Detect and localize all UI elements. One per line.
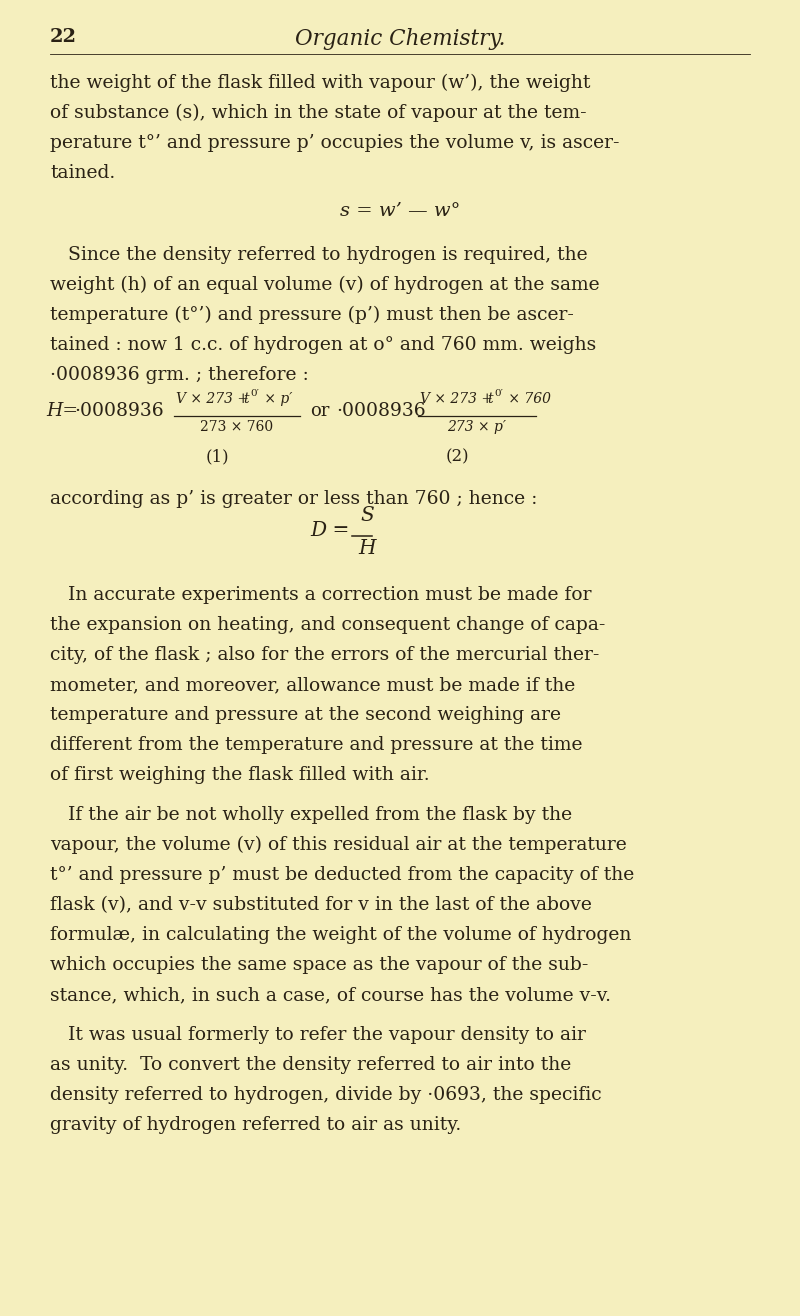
Text: t°’ and pressure p’ must be deducted from the capacity of the: t°’ and pressure p’ must be deducted fro… xyxy=(50,866,634,884)
Text: s = w’ — w°: s = w’ — w° xyxy=(340,201,460,220)
Text: (2): (2) xyxy=(445,447,469,465)
Text: which occupies the same space as the vapour of the sub-: which occupies the same space as the vap… xyxy=(50,955,588,974)
Text: gravity of hydrogen referred to air as unity.: gravity of hydrogen referred to air as u… xyxy=(50,1116,462,1134)
Text: as unity.  To convert the density referred to air into the: as unity. To convert the density referre… xyxy=(50,1055,571,1074)
Text: or: or xyxy=(310,401,330,420)
Text: Since the density referred to hydrogen is required, the: Since the density referred to hydrogen i… xyxy=(68,246,588,265)
Text: × 760: × 760 xyxy=(504,392,551,407)
Text: density referred to hydrogen, divide by ·0693, the specific: density referred to hydrogen, divide by … xyxy=(50,1086,602,1104)
Text: city, of the flask ; also for the errors of the mercurial ther-: city, of the flask ; also for the errors… xyxy=(50,646,599,665)
Text: t: t xyxy=(243,392,249,407)
Text: S: S xyxy=(360,505,374,525)
Text: vapour, the volume (v) of this residual air at the temperature: vapour, the volume (v) of this residual … xyxy=(50,836,626,854)
Text: 273 × p′: 273 × p′ xyxy=(447,420,506,434)
Text: tained.: tained. xyxy=(50,164,115,182)
Text: of substance (s), which in the state of vapour at the tem-: of substance (s), which in the state of … xyxy=(50,104,586,122)
Text: formulæ, in calculating the weight of the volume of hydrogen: formulæ, in calculating the weight of th… xyxy=(50,926,631,944)
Text: ·0008936: ·0008936 xyxy=(336,401,426,420)
Text: In accurate experiments a correction must be made for: In accurate experiments a correction mus… xyxy=(68,586,591,604)
Text: stance, which, in such a case, of course has the volume v-v.: stance, which, in such a case, of course… xyxy=(50,986,611,1004)
Text: t: t xyxy=(487,392,493,407)
Text: weight (h) of an equal volume (v) of hydrogen at the same: weight (h) of an equal volume (v) of hyd… xyxy=(50,276,600,295)
Text: temperature and pressure at the second weighing are: temperature and pressure at the second w… xyxy=(50,705,561,724)
Text: It was usual formerly to refer the vapour density to air: It was usual formerly to refer the vapou… xyxy=(68,1026,586,1044)
Text: different from the temperature and pressure at the time: different from the temperature and press… xyxy=(50,736,582,754)
Text: perature t°’ and pressure p’ occupies the volume v, is ascer-: perature t°’ and pressure p’ occupies th… xyxy=(50,134,619,153)
Text: × p′: × p′ xyxy=(260,392,292,407)
Text: 0′: 0′ xyxy=(494,390,503,397)
Text: ·0008936: ·0008936 xyxy=(74,401,164,420)
Text: 0′: 0′ xyxy=(250,390,259,397)
Text: If the air be not wholly expelled from the flask by the: If the air be not wholly expelled from t… xyxy=(68,805,572,824)
Text: 22: 22 xyxy=(50,28,77,46)
Text: Organic Chemistry.: Organic Chemistry. xyxy=(294,28,506,50)
Text: mometer, and moreover, allowance must be made if the: mometer, and moreover, allowance must be… xyxy=(50,676,575,694)
Text: according as p’ is greater or less than 760 ; hence :: according as p’ is greater or less than … xyxy=(50,490,538,508)
Text: the expansion on heating, and consequent change of capa-: the expansion on heating, and consequent… xyxy=(50,616,606,634)
Text: ·0008936 grm. ; therefore :: ·0008936 grm. ; therefore : xyxy=(50,366,309,384)
Text: V × 273 +: V × 273 + xyxy=(176,392,254,407)
Text: V × 273 +: V × 273 + xyxy=(420,392,498,407)
Text: H: H xyxy=(358,540,375,558)
Text: H=: H= xyxy=(46,401,78,420)
Text: of first weighing the flask filled with air.: of first weighing the flask filled with … xyxy=(50,766,430,784)
Text: 273 × 760: 273 × 760 xyxy=(201,420,274,434)
Text: flask (v), and v-v substituted for v in the last of the above: flask (v), and v-v substituted for v in … xyxy=(50,896,592,915)
Text: (1): (1) xyxy=(205,447,229,465)
Text: temperature (t°’) and pressure (p’) must then be ascer-: temperature (t°’) and pressure (p’) must… xyxy=(50,307,574,324)
Text: tained : now 1 c.c. of hydrogen at o° and 760 mm. weighs: tained : now 1 c.c. of hydrogen at o° an… xyxy=(50,336,596,354)
Text: the weight of the flask filled with vapour (w’), the weight: the weight of the flask filled with vapo… xyxy=(50,74,590,92)
Text: D =: D = xyxy=(310,521,350,540)
